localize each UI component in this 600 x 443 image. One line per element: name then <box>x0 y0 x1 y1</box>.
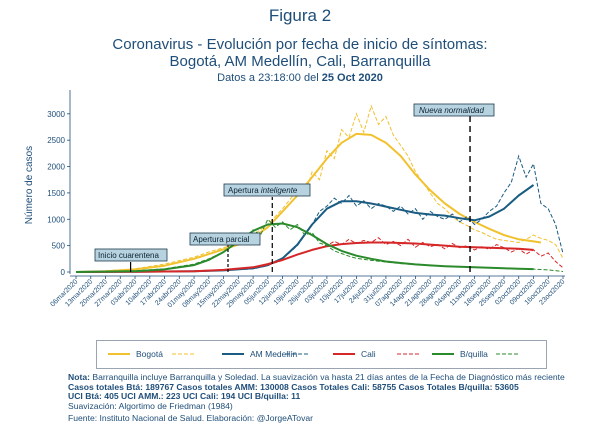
legend-label-cali: Cali <box>361 349 376 359</box>
legend-label-barranquilla: B/quilla <box>460 349 488 359</box>
subtitle-date: 25 Oct 2020 <box>321 72 383 84</box>
note-line-5: Fuente: Instituto Nacional de Salud. Ela… <box>68 413 314 424</box>
annotation-nueva-normalidad-box <box>413 103 495 117</box>
subtitle-prefix: Datos a 23:18:00 del <box>217 72 319 84</box>
figure-label: Figura 2 <box>268 6 332 25</box>
series-smooth-bogota <box>75 132 542 273</box>
annotation-inicio-cuarentena-box <box>94 248 168 262</box>
annotation-apertura-inteligente-box <box>223 183 311 197</box>
chart-notes: Nota: Barranquilla incluye Barranquilla … <box>68 372 598 424</box>
chart-title-line2: Bogotá, AM Medellín, Cali, Barranquilla <box>169 53 431 70</box>
y-tick-label: 2000 <box>47 163 65 172</box>
note-line-2: Casos totales Btá: 189767 Casos totales … <box>68 381 519 392</box>
annotation-inicio-cuarentena: Inicio cuarentena <box>98 251 159 260</box>
y-axis-label: Número de casos <box>24 146 35 224</box>
y-tick-label: 500 <box>52 242 66 251</box>
note-line-1: Nota: Barranquilla incluye Barranquilla … <box>68 372 565 382</box>
chart-title-line1: Coronavirus - Evolución por fecha de ini… <box>112 36 488 53</box>
legend-label-medellin: AM Medellín <box>250 349 298 359</box>
chart-title: Coronavirus - Evolución por fecha de ini… <box>0 36 600 70</box>
note-line-4: Suavización: Algortimo de Friedman (1984… <box>68 400 233 411</box>
y-tick-label: 2500 <box>47 136 65 145</box>
annotation-apertura-parcial-box <box>189 232 261 246</box>
series-raw-bogota <box>75 104 564 273</box>
annotation-apertura-parcial: Apertura parcial <box>193 235 250 244</box>
chart-subtitle: Datos a 23:18:00 del 25 Oct 2020 <box>0 72 600 84</box>
y-tick-label: 1000 <box>47 215 65 224</box>
series-smooth-cali <box>75 241 534 273</box>
note-line-3: UCI Btá: 405 UCI AMM.: 223 UCI Cali: 194… <box>68 391 301 402</box>
legend-frame <box>96 340 547 369</box>
y-tick-label: 1500 <box>47 189 65 198</box>
legend-label-bogota: Bogotá <box>136 349 163 359</box>
annotation-nueva-normalidad: Nueva normalidad <box>419 106 484 115</box>
y-tick-label: 3000 <box>47 110 65 119</box>
series-raw-barranquilla <box>75 218 564 273</box>
y-tick-label: 0 <box>61 268 66 277</box>
annotation-apertura-inteligente: Apertura inteligente <box>228 186 298 195</box>
